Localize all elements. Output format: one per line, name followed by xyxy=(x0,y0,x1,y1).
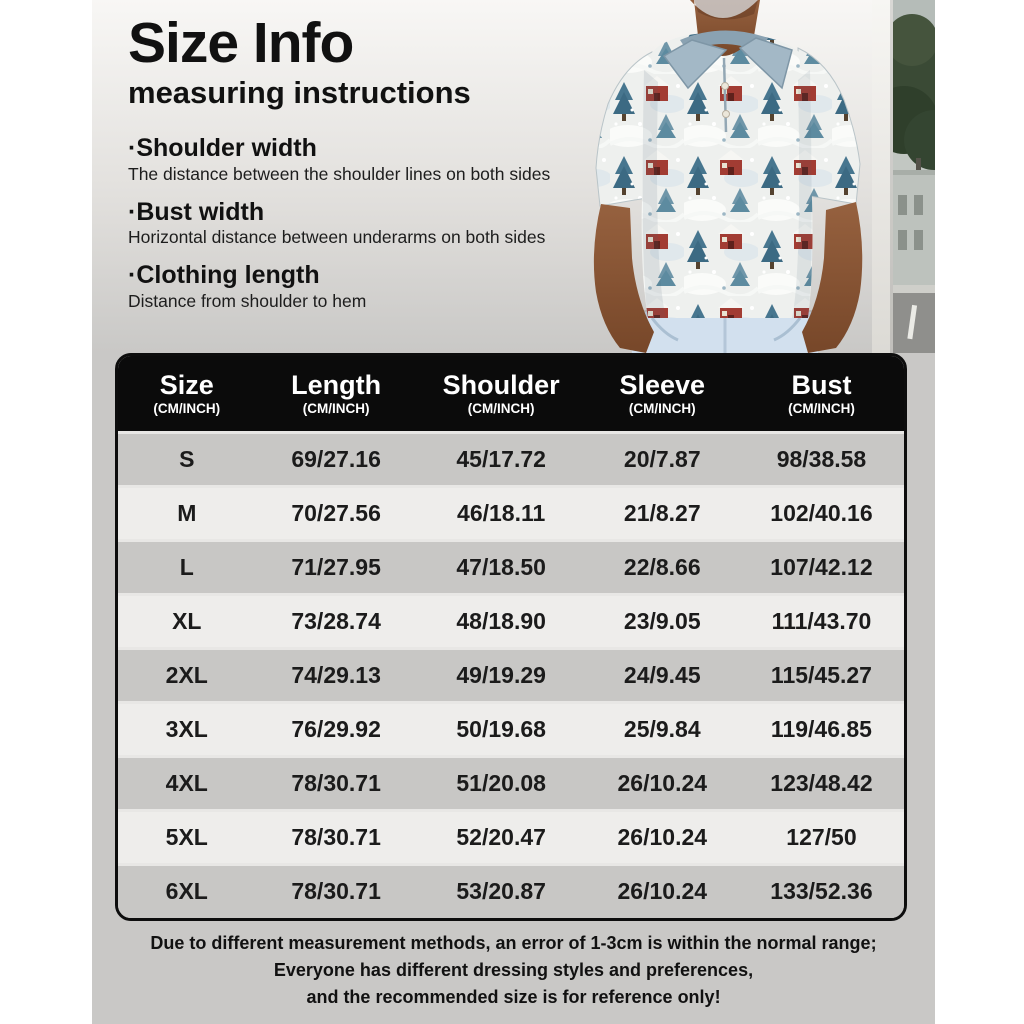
column-unit-label: (CM/INCH) xyxy=(302,400,370,416)
measurement-cell: 26/10.24 xyxy=(617,823,708,850)
table-row: 2XL 74/29.13 49/19.29 24/9.45 115/45.27 xyxy=(118,648,904,702)
instruction-term: ·Bust width xyxy=(128,197,265,226)
column-header-sleeve: Sleeve (CM/INCH) xyxy=(585,356,739,432)
column-header-shoulder: Shoulder (CM/INCH) xyxy=(416,356,586,432)
hero-section: Size Info measuring instructions ·Should… xyxy=(92,0,935,353)
measurement-cell: 26/10.24 xyxy=(617,769,708,796)
instruction-list: ·Shoulder width The distance between the… xyxy=(128,134,668,313)
column-header-length: Length (CM/INCH) xyxy=(255,356,417,432)
table-row: L 71/27.95 47/18.50 22/8.66 107/42.12 xyxy=(118,540,904,594)
footer-note: Due to different measurement methods, an… xyxy=(92,930,935,1011)
instruction-bust-width: ·Bust width Horizontal distance between … xyxy=(128,198,668,250)
measurement-cell: 47/18.50 xyxy=(456,553,546,580)
measurement-cell: 119/46.85 xyxy=(770,715,872,742)
instruction-definition: Horizontal distance between underarms on… xyxy=(128,227,546,248)
shirt-collar xyxy=(662,30,793,133)
size-table-grid: Size (CM/INCH) Length (CM/INCH) Shoulder… xyxy=(118,356,904,918)
measurement-cell: 51/20.08 xyxy=(456,769,546,796)
footer-line: Everyone has different dressing styles a… xyxy=(273,960,754,980)
instruction-term: ·Shoulder width xyxy=(128,133,317,162)
column-unit-label: (CM/INCH) xyxy=(628,400,696,416)
size-table-header: Size (CM/INCH) Length (CM/INCH) Shoulder… xyxy=(118,356,904,432)
model-shirt xyxy=(595,32,861,318)
size-cell: XL xyxy=(172,607,202,634)
street-scene xyxy=(893,0,935,353)
footer-line: and the recommended size is for referenc… xyxy=(306,987,721,1007)
column-header-size: Size (CM/INCH) xyxy=(118,356,256,432)
measurement-cell: 98/38.58 xyxy=(776,445,867,472)
column-unit-label: (CM/INCH) xyxy=(788,400,855,416)
instruction-term: ·Clothing length xyxy=(128,261,320,290)
column-label: Bust xyxy=(791,369,852,400)
column-label: Sleeve xyxy=(619,369,706,400)
size-cell: 6XL xyxy=(165,878,208,905)
measurement-cell: 123/48.42 xyxy=(770,769,873,796)
measurement-cell: 133/52.36 xyxy=(770,878,873,905)
measurement-cell: 78/30.71 xyxy=(291,878,381,905)
table-row: XL 73/28.74 48/18.90 23/9.05 111/43.70 xyxy=(118,594,904,648)
measurement-cell: 71/27.95 xyxy=(291,553,381,580)
table-row: M 70/27.56 46/18.11 21/8.27 102/40.16 xyxy=(118,486,904,540)
size-table-body: S 69/27.16 45/17.72 20/7.87 98/38.58 M 70/27.5… xyxy=(118,432,904,918)
size-cell: 2XL xyxy=(165,661,208,688)
table-row: 5XL 78/30.71 52/20.47 26/10.24 127/50 xyxy=(118,810,904,864)
measurement-cell: 20/7.87 xyxy=(623,445,701,472)
measurement-cell: 49/19.29 xyxy=(456,661,546,688)
table-row: 6XL 78/30.71 53/20.87 26/10.24 133/52.36 xyxy=(118,864,904,918)
page-title: Size Info xyxy=(128,11,354,75)
measurement-cell: 115/45.27 xyxy=(770,661,872,688)
measurement-cell: 52/20.47 xyxy=(456,823,546,850)
size-cell: 3XL xyxy=(165,715,208,742)
size-cell: M xyxy=(177,499,197,526)
instruction-definition: Distance from shoulder to hem xyxy=(128,290,367,311)
column-unit-label: (CM/INCH) xyxy=(467,400,535,416)
measurement-cell: 73/28.74 xyxy=(291,607,381,634)
measurement-cell: 111/43.70 xyxy=(771,607,872,634)
model-photo xyxy=(92,0,935,353)
measuring-instructions: Size Info measuring instructions ·Should… xyxy=(128,11,668,313)
column-label: Shoulder xyxy=(442,369,560,400)
measurement-cell: 48/18.90 xyxy=(456,607,546,634)
measurement-cell: 70/27.56 xyxy=(291,499,381,526)
measurement-cell: 45/17.72 xyxy=(456,445,546,472)
instruction-definition: The distance between the shoulder lines … xyxy=(128,163,551,184)
content-panel: Size Info measuring instructions ·Should… xyxy=(92,0,935,1024)
column-header-bust: Bust (CM/INCH) xyxy=(738,356,904,432)
instruction-clothing-length: ·Clothing length Distance from shoulder … xyxy=(128,261,668,313)
page-subtitle: measuring instructions xyxy=(128,74,471,110)
instruction-shoulder-width: ·Shoulder width The distance between the… xyxy=(128,134,668,186)
size-cell: 4XL xyxy=(165,769,208,796)
measurement-cell: 102/40.16 xyxy=(770,499,873,526)
measurement-cell: 24/9.45 xyxy=(623,661,701,688)
background-pillar xyxy=(872,0,893,353)
measurement-cell: 25/9.84 xyxy=(623,715,701,742)
size-cell: S xyxy=(179,445,195,472)
measurement-cell: 107/42.12 xyxy=(770,553,873,580)
table-row: 3XL 76/29.92 50/19.68 25/9.84 119/46.85 xyxy=(118,702,904,756)
model-arms xyxy=(593,202,863,353)
measurement-cell: 22/8.66 xyxy=(623,553,701,580)
column-unit-label: (CM/INCH) xyxy=(153,400,221,416)
table-row: 4XL 78/30.71 51/20.08 26/10.24 123/48.42 xyxy=(118,756,904,810)
size-table: Size (CM/INCH) Length (CM/INCH) Shoulder… xyxy=(115,353,907,921)
measurement-cell: 46/18.11 xyxy=(457,499,546,526)
table-row: S 69/27.16 45/17.72 20/7.87 98/38.58 xyxy=(118,432,904,486)
column-label: Length xyxy=(291,369,382,400)
measurement-cell: 26/10.24 xyxy=(617,878,708,905)
measurement-cell: 127/50 xyxy=(786,823,857,850)
size-cell: L xyxy=(179,553,194,580)
measurement-cell: 69/27.16 xyxy=(291,445,381,472)
column-label: Size xyxy=(159,369,214,400)
measurement-cell: 23/9.05 xyxy=(623,607,701,634)
measurement-cell: 74/29.13 xyxy=(291,661,381,688)
measurement-cell: 78/30.71 xyxy=(291,769,381,796)
size-cell: 5XL xyxy=(165,823,208,850)
measurement-cell: 21/8.27 xyxy=(623,499,701,526)
measurement-cell: 78/30.71 xyxy=(291,823,381,850)
measurement-cell: 76/29.92 xyxy=(291,715,381,742)
measurement-cell: 50/19.68 xyxy=(456,715,546,742)
footer-line: Due to different measurement methods, an… xyxy=(150,933,877,953)
measurement-cell: 53/20.87 xyxy=(456,878,546,905)
